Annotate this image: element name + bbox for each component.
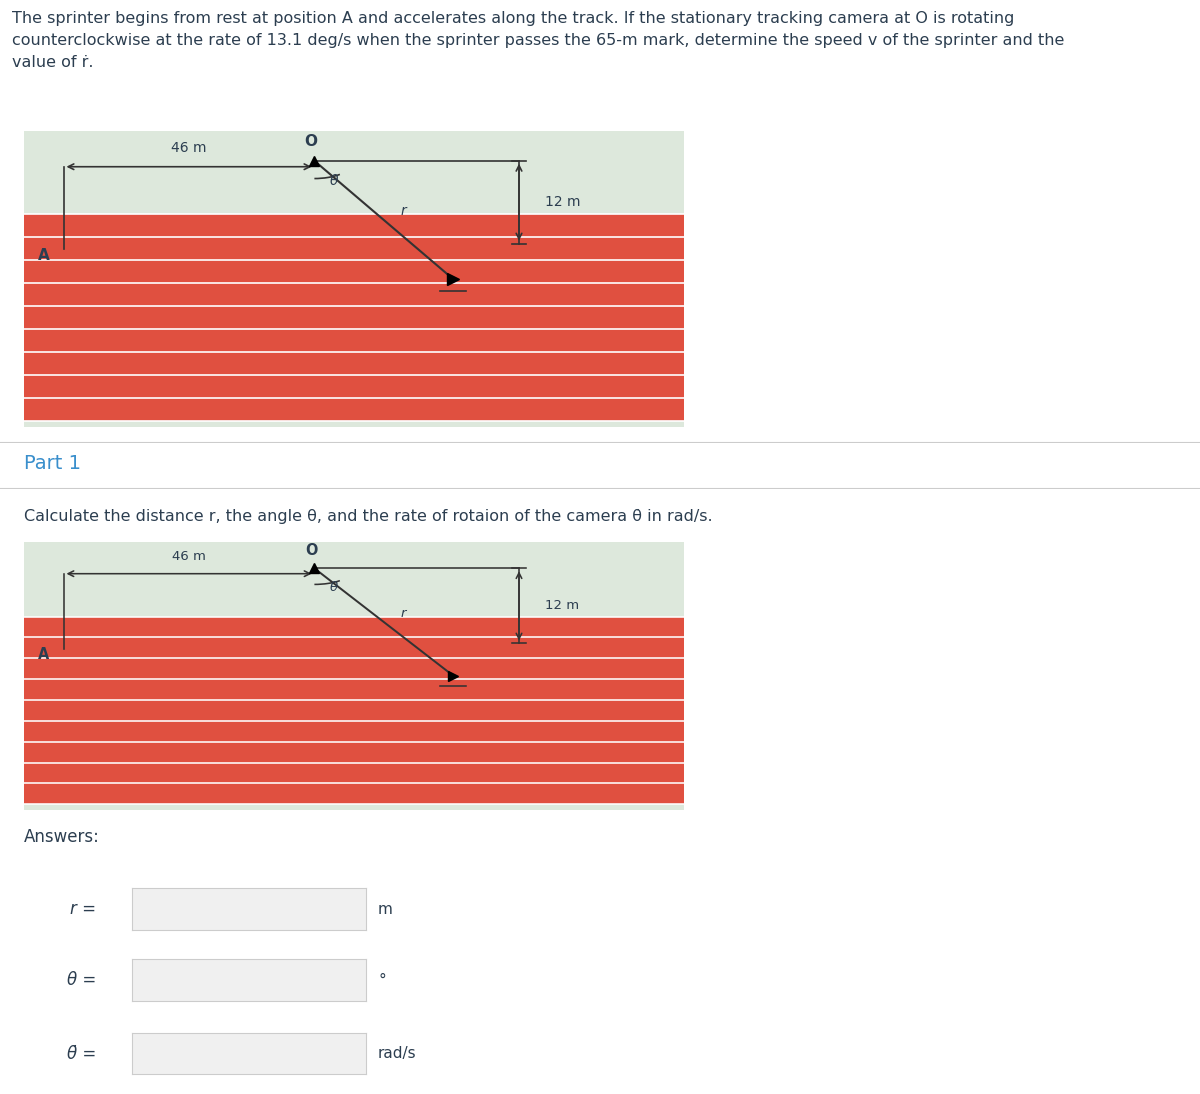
Text: Calculate the distance r, the angle θ, and the rate of rotaion of the camera θ̇ : Calculate the distance r, the angle θ, a… (24, 510, 713, 524)
Text: m: m (378, 901, 392, 917)
FancyBboxPatch shape (24, 131, 684, 427)
Text: 12 m: 12 m (546, 195, 581, 209)
Text: θ =: θ = (67, 971, 96, 989)
Bar (24, 542, 684, 617)
Text: O: O (305, 133, 318, 149)
Text: 46 m: 46 m (172, 141, 206, 155)
Text: 12 m: 12 m (546, 600, 580, 613)
Bar (24, 214, 684, 421)
Text: Answers:: Answers: (24, 828, 100, 846)
FancyBboxPatch shape (24, 542, 684, 810)
Text: A: A (38, 248, 49, 263)
Text: rad/s: rad/s (378, 1046, 416, 1061)
Text: O: O (305, 543, 317, 558)
Text: i: i (114, 1045, 120, 1062)
Text: r: r (401, 205, 407, 218)
Text: i: i (114, 900, 120, 918)
Text: r =: r = (70, 900, 96, 918)
Text: r: r (401, 607, 407, 620)
Text: The sprinter begins from rest at position A and accelerates along the track. If : The sprinter begins from rest at positio… (12, 11, 1064, 70)
Text: 46 m: 46 m (172, 550, 206, 563)
Text: A: A (38, 647, 49, 662)
Bar (24, 617, 684, 804)
Bar (24, 131, 684, 214)
Text: i: i (114, 971, 120, 989)
Text: Part 1: Part 1 (24, 454, 82, 474)
Text: θ: θ (330, 175, 338, 188)
Text: °: ° (378, 973, 385, 988)
Text: θ̇ =: θ̇ = (67, 1045, 96, 1062)
Text: θ: θ (330, 581, 338, 594)
